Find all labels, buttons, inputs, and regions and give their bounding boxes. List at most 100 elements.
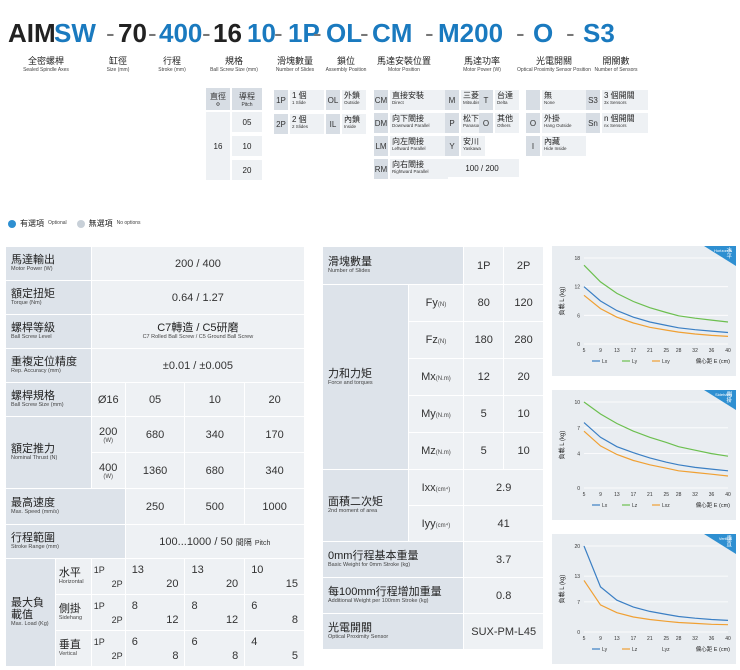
- legend-label: Lxy: [662, 359, 670, 365]
- force-symbol: Mx(N.m): [407, 358, 465, 396]
- option-code: Sn: [586, 113, 600, 133]
- load-orientation: 水平 Horizontal: [54, 558, 92, 595]
- code-segment: 70: [118, 18, 147, 48]
- screw-level-label: 螺桿等級 Ball Screw Level: [5, 314, 92, 349]
- y-tick-label: 12: [574, 285, 580, 291]
- speed-label: 最高速度 Max. Speed (mm/s): [5, 488, 126, 525]
- code-segment: 1P: [288, 18, 320, 48]
- y-tick-label: 20: [574, 544, 580, 550]
- moment-label: 面積二次矩 2nd moment of area: [322, 469, 409, 542]
- legend-label: Lx: [602, 503, 608, 509]
- speed-value: 250: [124, 488, 186, 525]
- code-segment: -: [360, 18, 369, 48]
- base-weight-label: 0mm行程基本重量 Basic Weight for 0mm Stroke (kg…: [321, 541, 465, 578]
- load-value: 10 15: [244, 558, 305, 595]
- force-value: 80: [463, 284, 505, 322]
- x-axis-label: 偏心距 E (cm): [696, 501, 730, 509]
- x-tick-label: 17: [631, 636, 637, 642]
- moment-value: 2.9: [463, 469, 544, 506]
- code-segment: CM: [372, 18, 413, 48]
- slides-col: 2P: [503, 246, 544, 285]
- y-tick-label: 0: [577, 486, 580, 492]
- y-tick-label: 0: [577, 630, 580, 636]
- column-label: 行程 Stroke (mm): [158, 56, 186, 73]
- code-segment: M200: [438, 18, 504, 48]
- series-line-lxz: [583, 430, 729, 477]
- x-tick-label: 40: [725, 492, 731, 498]
- code-segment: -: [566, 18, 575, 48]
- speed-value: 1000: [244, 488, 305, 525]
- chart-vertical: 0 7 13 20 5 9 13 17 21 25 28 32 36 40 負載 L (kg) Ly Lz Lyz…: [552, 534, 736, 664]
- force-value: 5: [463, 395, 505, 433]
- code-segment: -: [425, 18, 434, 48]
- diameter-header: 直徑 Φ: [206, 88, 230, 110]
- force-value: 10: [503, 432, 544, 470]
- code-segment: -: [148, 18, 157, 48]
- code-segment: OL: [326, 18, 363, 48]
- x-tick-label: 17: [631, 348, 637, 354]
- code-segment: -: [516, 18, 525, 48]
- add-weight-label: 每100mm行程增加重量 Additional Weight per 100mm …: [321, 577, 465, 614]
- chart-horizontal: 0 6 12 18 5 9 13 17 21 25 28 32 36 40 負載 L (kg) Lx Ly Lxy…: [552, 246, 736, 376]
- x-tick-label: 36: [709, 348, 715, 354]
- load-value: 8 12: [124, 594, 186, 631]
- chart-svg: 0 7 13 20 5 9 13 17 21 25 28 32 36 40 負載 L (kg) Ly Lz Lyz…: [558, 544, 731, 653]
- series-line-ly: [583, 545, 729, 621]
- load-orientation: 垂直 Vertical: [54, 630, 92, 667]
- pitch-header: 導程 Pitch: [232, 88, 262, 110]
- option-code: O: [479, 113, 493, 133]
- option-code: LM: [374, 136, 388, 156]
- thrust-label: 額定推力 Nominal Thrust (N): [5, 416, 92, 489]
- code-segment: -: [202, 18, 211, 48]
- legend-label: Ly: [632, 359, 638, 365]
- chart-svg: 0 4 7 10 5 9 13 17 21 25 28 32 36 40 負載 L (kg) Lx Lz Lxz 偏…: [558, 400, 731, 509]
- code-segment: O: [533, 18, 554, 48]
- x-tick-label: 32: [692, 636, 698, 642]
- pitch-20: 20: [232, 160, 262, 180]
- moment-symbol: Iyy(cm⁴): [407, 505, 465, 542]
- option-code: S3: [586, 90, 600, 110]
- x-tick-label: 5: [583, 636, 586, 642]
- x-tick-label: 32: [692, 348, 698, 354]
- x-tick-label: 13: [614, 348, 620, 354]
- torque-label: 額定扭矩 Torque (Nm): [5, 280, 92, 315]
- screw-size-label: 螺桿規格 Ball Screw Size (mm): [5, 382, 92, 417]
- y-tick-label: 4: [577, 452, 580, 458]
- x-tick-label: 13: [614, 636, 620, 642]
- screw-size-dia: Ø16: [90, 382, 126, 417]
- thrust-value: 340: [244, 452, 305, 489]
- series-line-lz: [583, 580, 729, 626]
- column-label: 開關數 Number of Sensors: [594, 56, 638, 73]
- motor-power-value: 200 / 400: [90, 246, 306, 281]
- x-axis-label: 偏心距 E (cm): [696, 357, 730, 365]
- option-code: M: [445, 90, 459, 110]
- thrust-value: 1360: [124, 452, 186, 489]
- screw-size-col: 05: [124, 382, 186, 417]
- legend-label: Lx: [602, 359, 608, 365]
- thrust-watt: 400 (W): [90, 452, 126, 489]
- speed-value: 500: [184, 488, 246, 525]
- diameter-value: 16: [206, 112, 230, 180]
- option-code: T: [479, 90, 493, 110]
- code-segment: 400: [159, 18, 203, 48]
- force-symbol: Mz(N.m): [407, 432, 465, 470]
- force-value: 180: [463, 321, 505, 359]
- force-value: 20: [503, 358, 544, 396]
- x-tick-label: 28: [676, 636, 682, 642]
- sensor-value: SUX-PM-L45: [463, 613, 544, 650]
- pitch-10: 10: [232, 136, 262, 156]
- force-value: 120: [503, 284, 544, 322]
- series-line-ly: [583, 264, 729, 323]
- option-code: 2P: [274, 114, 288, 134]
- series-line-lx: [583, 422, 729, 472]
- x-tick-label: 21: [647, 348, 653, 354]
- option-code: 1P: [274, 90, 288, 110]
- option-code: DM: [374, 113, 388, 133]
- force-value: 5: [463, 432, 505, 470]
- column-label: 馬達安裝位置 Motor Position: [376, 56, 432, 73]
- x-tick-label: 25: [664, 348, 670, 354]
- accuracy-label: 重複定位精度 Rep. Accuracy (mm): [5, 348, 92, 383]
